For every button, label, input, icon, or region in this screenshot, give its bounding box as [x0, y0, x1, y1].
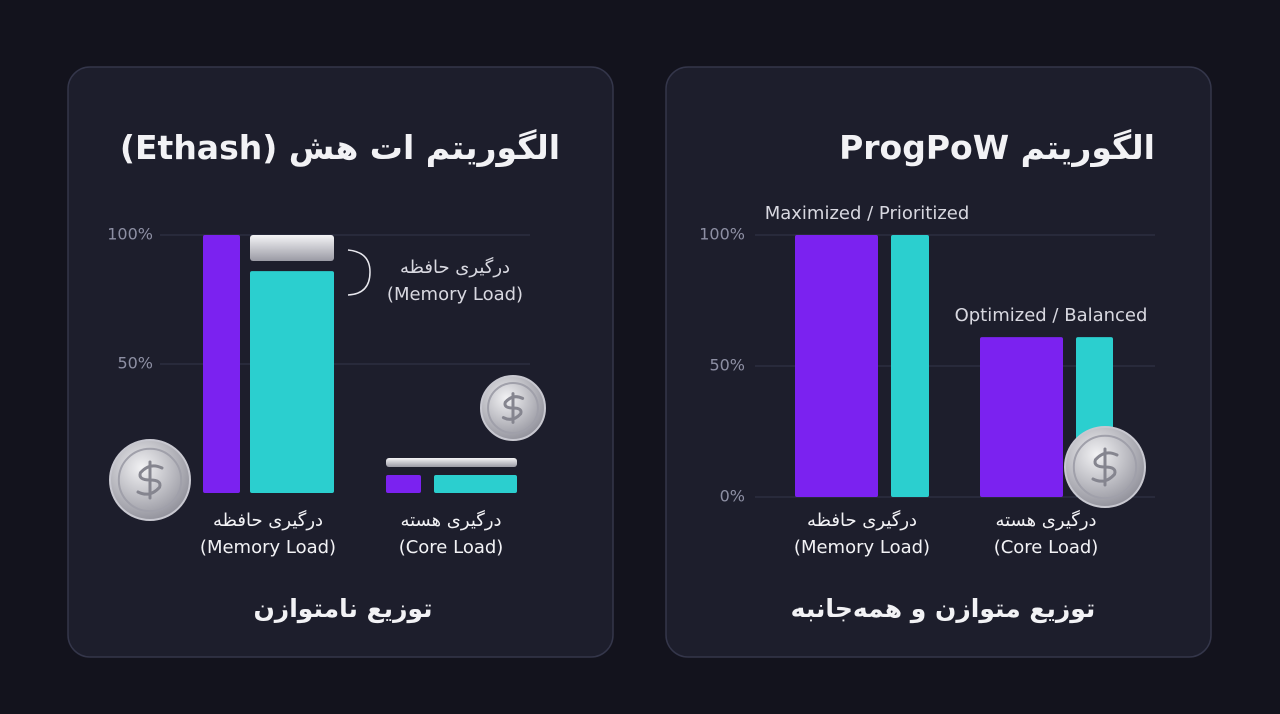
bracket	[347, 249, 371, 296]
annotation: (Memory Load)	[386, 284, 524, 305]
bar	[203, 235, 240, 493]
coin-rim	[117, 447, 183, 513]
x-tick-label: درگیری هسته	[995, 510, 1097, 531]
card	[67, 66, 614, 658]
coin-symbol	[1091, 447, 1119, 487]
y-tick-label: 100%	[699, 225, 745, 244]
x-tick-label: درگیری حافظه	[806, 510, 918, 531]
silver-bar	[386, 458, 517, 467]
bar	[891, 235, 929, 497]
x-tick-label: درگیری هسته	[400, 510, 502, 531]
chart-title: الگوریتم ات هش (Ethash)	[119, 128, 561, 167]
silver-bar	[250, 235, 334, 261]
bar	[434, 474, 517, 493]
bar	[250, 271, 334, 493]
chart-title: الگوریتم ProgPoW	[839, 128, 1155, 167]
footer: توزیع نامتوازن	[253, 594, 433, 623]
y-tick-label: 50%	[709, 356, 745, 375]
x-tick-label: (Core Load)	[993, 537, 1099, 558]
x-tick-label: (Memory Load)	[793, 537, 931, 558]
coin-symbol	[501, 392, 525, 424]
bar	[386, 474, 421, 493]
bar-annotation: Optimized / Balanced	[954, 305, 1148, 327]
coin-rim	[487, 382, 539, 434]
y-tick-label: 0%	[720, 487, 745, 506]
card	[665, 66, 1212, 658]
annotation: درگیری حافظه	[399, 257, 511, 278]
coin-rim	[1072, 434, 1138, 500]
footer: توزیع متوازن و همه‌جانبه	[790, 594, 1096, 623]
bar	[980, 337, 1063, 497]
x-tick-label: (Core Load)	[398, 537, 504, 558]
coin-symbol	[136, 460, 164, 500]
bar	[795, 235, 878, 497]
y-tick-label: 100%	[107, 225, 153, 244]
x-tick-label: درگیری حافظه	[212, 510, 324, 531]
x-tick-label: (Memory Load)	[199, 537, 337, 558]
y-tick-label: 50%	[117, 354, 153, 373]
bar-annotation: Maximized / Prioritized	[764, 203, 970, 224]
